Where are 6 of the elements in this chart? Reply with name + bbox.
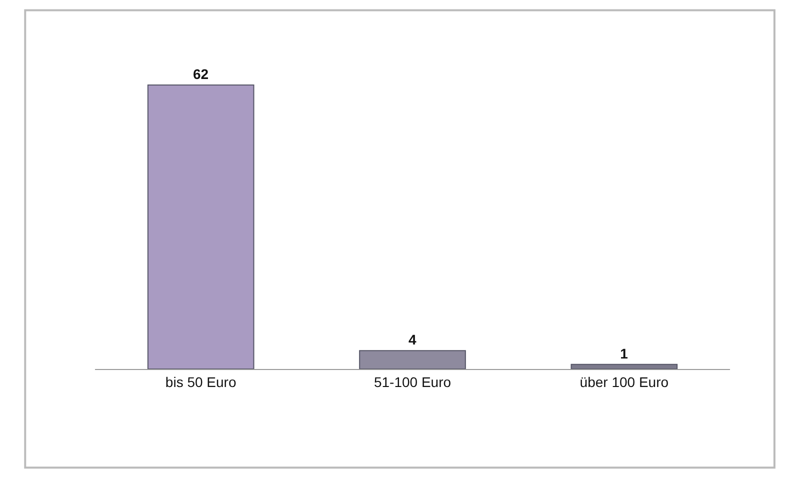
x-tick-label: 51-100 Euro bbox=[374, 374, 452, 390]
data-label: 4 bbox=[408, 332, 416, 348]
data-label: 62 bbox=[192, 66, 209, 82]
x-tick-label: über 100 Euro bbox=[580, 374, 669, 390]
x-tick-label: bis 50 Euro bbox=[165, 374, 236, 390]
data-label: 1 bbox=[620, 345, 628, 362]
